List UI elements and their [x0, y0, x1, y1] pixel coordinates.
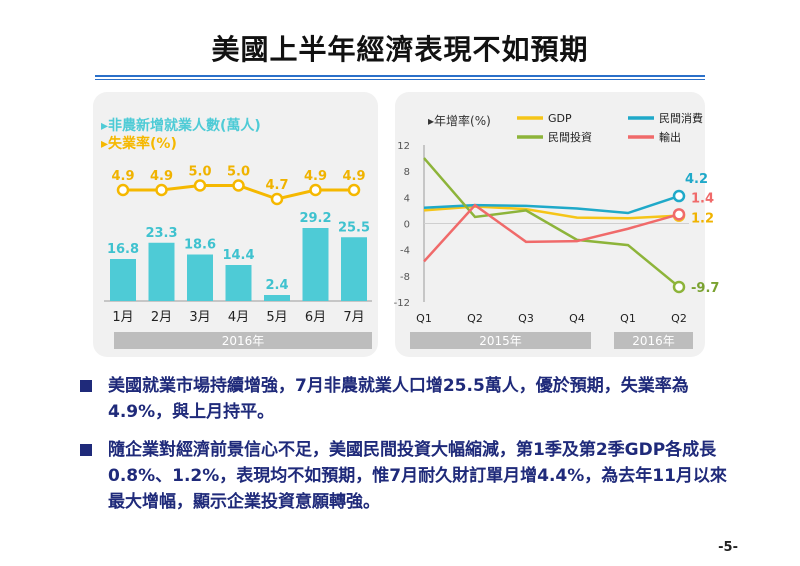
series-end-label-4: 1.4 — [691, 191, 714, 206]
legend-label-4: 輸出 — [659, 130, 681, 144]
legend-label-1: GDP — [548, 112, 572, 125]
legend-unemployment-label: 失業率(%) — [108, 136, 177, 152]
unemployment-point-1 — [116, 183, 130, 197]
x-tick-label-6: 6月 — [305, 310, 326, 325]
unemployment-value-label-3: 5.0 — [188, 165, 211, 180]
bar-value-label-6: 29.2 — [299, 211, 331, 226]
bar-value-label-3: 18.6 — [184, 238, 216, 253]
legend-label-3: 民間投資 — [548, 130, 592, 144]
x-tick-label-6: Q2 — [671, 312, 687, 325]
legend-arrow-icon: ▸ — [101, 136, 109, 152]
bar-value-label-2: 23.3 — [145, 226, 177, 241]
y-axis-legend-label: ▸年增率(%) — [428, 113, 491, 128]
x-tick-label-5: 5月 — [266, 310, 287, 325]
series-line-2 — [423, 194, 680, 215]
unemployment-point-7 — [347, 183, 361, 197]
unemployment-value-label-2: 4.9 — [150, 169, 173, 184]
bullet-item-investment: 隨企業對經濟前景信心不足，美國民間投資大幅縮減，第1季及第2季GDP各成長0.8… — [78, 437, 738, 515]
unemployment-point-6 — [309, 183, 322, 197]
bar-value-label-5: 2.4 — [265, 278, 288, 293]
bar-value-label-7: 25.5 — [338, 220, 370, 235]
series-end-label-1: 1.2 — [691, 212, 714, 227]
series-line-4 — [423, 203, 680, 263]
series-end-label-2: 4.2 — [685, 172, 708, 187]
x-tick-label-7: 7月 — [343, 310, 364, 325]
bullet-list: 美國就業市場持續增強，7月非農就業人口增25.5萬人，優於預期，失業率為4.9%… — [78, 373, 738, 527]
unemployment-value-label-4: 5.0 — [227, 165, 250, 180]
bar-5 — [264, 295, 290, 301]
bar-value-label-4: 14.4 — [222, 248, 254, 263]
unemployment-point-5 — [270, 192, 284, 206]
x-tick-label-2: Q2 — [467, 312, 483, 325]
legend-arrow-icon: ▸ — [101, 118, 109, 134]
y-tick-label-5: -4 — [400, 246, 410, 257]
y-tick-label-7: -12 — [394, 298, 410, 309]
y-tick-label-1: 12 — [397, 141, 410, 152]
legend-nonfarm-label: 非農新增就業人數(萬人) — [108, 118, 261, 134]
unemployment-point-4 — [232, 179, 245, 192]
bar-2 — [148, 242, 175, 301]
unemployment-value-label-5: 4.7 — [265, 178, 288, 193]
bullet-text: 美國就業市場持續增強，7月非農就業人口增25.5萬人，優於預期，失業率為4.9%… — [108, 376, 689, 422]
bullet-text: 隨企業對經濟前景信心不足，美國民間投資大幅縮減，第1季及第2季GDP各成長0.8… — [108, 440, 727, 512]
year-band-2 — [614, 332, 693, 349]
bar-6 — [302, 228, 329, 301]
bar-value-label-1: 16.8 — [107, 242, 139, 257]
page-title: 美國上半年經濟表現不如預期 — [211, 33, 589, 66]
legend-nonfarm: ▸非農新增就業人數(萬人) — [101, 115, 261, 135]
series-end-point-4 — [672, 208, 686, 221]
series-end-point-3 — [672, 280, 686, 294]
year-band-label-2: 2016年 — [632, 334, 675, 348]
x-tick-label-4: 4月 — [228, 310, 249, 325]
x-tick-label-1: 1月 — [112, 310, 133, 325]
unemployment-value-label-7: 4.9 — [342, 169, 365, 184]
page-number: -5- — [718, 540, 738, 555]
year-band-label: 2016年 — [222, 334, 265, 348]
x-tick-label-2: 2月 — [151, 310, 172, 325]
unemployment-point-2 — [155, 183, 168, 197]
legend-unemployment: ▸失業率(%) — [101, 133, 177, 153]
title-underline-thin — [95, 79, 705, 80]
year-band — [114, 332, 372, 349]
series-end-point-2 — [672, 189, 686, 203]
series-end-label-3: -9.7 — [691, 281, 719, 296]
unemployment-value-label-1: 4.9 — [111, 169, 134, 184]
title-underline — [95, 75, 705, 77]
unemployment-point-3 — [193, 179, 207, 192]
legend-label-2: 民間消費 — [659, 111, 703, 125]
bullet-square-icon — [80, 380, 92, 392]
bar-3 — [187, 254, 213, 301]
y-tick-label-6: -8 — [400, 272, 410, 283]
series-line-3 — [423, 157, 680, 288]
x-tick-label-1: Q1 — [416, 312, 432, 325]
y-tick-label-3: 4 — [404, 193, 410, 204]
bar-4 — [225, 265, 252, 301]
bar-7 — [341, 237, 367, 301]
y-tick-label-2: 8 — [404, 167, 410, 178]
y-tick-label-4: 0 — [404, 220, 410, 231]
bar-1 — [110, 259, 136, 301]
x-tick-label-5: Q1 — [620, 312, 636, 325]
x-tick-label-3: 3月 — [189, 310, 210, 325]
employment-chart-panel — [93, 92, 378, 357]
bullet-item-employment: 美國就業市場持續增強，7月非農就業人口增25.5萬人，優於預期，失業率為4.9%… — [78, 373, 738, 425]
bullet-square-icon — [80, 444, 92, 456]
unemployment-value-label-6: 4.9 — [304, 169, 327, 184]
x-tick-label-3: Q3 — [518, 312, 534, 325]
x-tick-label-4: Q4 — [569, 312, 585, 325]
year-band-1 — [410, 332, 591, 349]
year-band-label-1: 2015年 — [479, 334, 522, 348]
